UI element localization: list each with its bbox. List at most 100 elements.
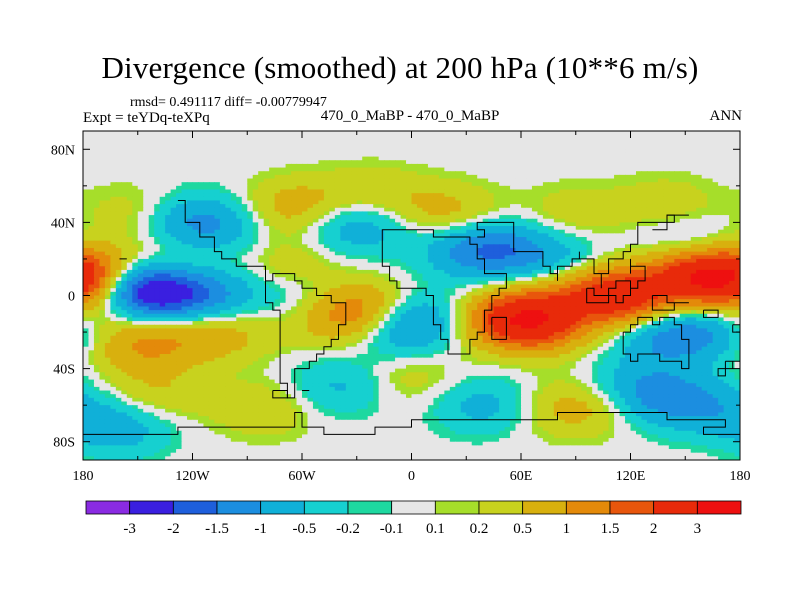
field-cell (318, 211, 325, 216)
field-cell (499, 277, 506, 282)
field-cell (154, 233, 161, 238)
field-cell (553, 163, 560, 169)
field-cell (197, 182, 205, 187)
field-cell (455, 185, 462, 191)
field-cell (460, 269, 467, 275)
field-cell (351, 149, 358, 154)
field-cell (477, 211, 484, 216)
field-cell (625, 255, 632, 260)
field-cell (723, 145, 730, 150)
field-cell (614, 196, 621, 202)
field-cell (504, 218, 511, 223)
field-cell (274, 182, 281, 187)
field-cell (614, 244, 621, 249)
field-cell (564, 204, 571, 209)
field-cell (389, 182, 396, 187)
field-cell (471, 160, 478, 165)
field-cell (214, 149, 221, 154)
field-cell (154, 160, 161, 165)
field-cell (345, 171, 352, 176)
field-cell (586, 247, 593, 253)
field-cell (329, 196, 336, 202)
season-label: ANN (709, 108, 743, 124)
field-cell (400, 247, 407, 253)
field-cell (143, 145, 150, 150)
field-cell (219, 258, 226, 264)
field-cell (668, 277, 675, 282)
field-cell (115, 237, 122, 242)
field-cell (121, 174, 128, 180)
field-cell (395, 258, 402, 264)
field-cell (93, 138, 101, 143)
field-cell (110, 196, 117, 202)
field-cell (296, 258, 303, 264)
field-cell (115, 174, 122, 180)
field-cell (236, 247, 243, 253)
field-cell (307, 222, 314, 227)
field-cell (291, 145, 298, 150)
field-cell (252, 152, 259, 158)
field-cell (729, 277, 736, 282)
field-cell (690, 277, 697, 282)
field-cell (291, 233, 298, 238)
field-cell (531, 174, 539, 180)
field-cell (208, 138, 215, 143)
field-cell (586, 244, 593, 249)
field-cell (165, 193, 172, 198)
field-cell (504, 277, 511, 282)
field-cell (586, 226, 593, 231)
field-cell (252, 240, 259, 245)
field-cell (104, 237, 111, 242)
field-cell (400, 218, 407, 223)
field-cell (488, 193, 495, 198)
field-cell (433, 134, 440, 139)
field-cell (214, 211, 221, 216)
field-cell (285, 240, 292, 245)
field-cell (537, 211, 544, 216)
field-cell (121, 200, 128, 205)
field-cell (685, 222, 692, 227)
field-cell (570, 138, 577, 143)
field-cell (614, 141, 621, 147)
field-cell (564, 240, 571, 245)
field-cell (630, 273, 637, 278)
field-cell (263, 237, 270, 242)
field-cell (603, 229, 610, 234)
field-cell (466, 178, 473, 183)
field-cell (88, 218, 95, 223)
field-cell (729, 167, 736, 172)
field-cell (471, 251, 478, 256)
field-cell (630, 262, 637, 267)
field-cell (406, 211, 413, 216)
field-cell (575, 266, 582, 271)
field-cell (712, 258, 719, 264)
field-cell (340, 240, 347, 245)
field-cell (581, 204, 588, 209)
field-cell (143, 131, 150, 136)
field-cell (296, 145, 303, 150)
field-cell (104, 189, 111, 194)
field-cell (378, 229, 385, 234)
field-cell (203, 196, 210, 202)
field-cell (521, 185, 528, 191)
field-cell (438, 200, 445, 205)
field-cell (548, 145, 555, 150)
field-cell (548, 240, 555, 245)
field-cell (132, 277, 139, 282)
field-cell (104, 134, 111, 139)
field-cell (252, 233, 259, 238)
field-cell (395, 156, 402, 161)
field-cell (521, 174, 528, 180)
field-cell (663, 152, 670, 158)
field-cell (219, 237, 226, 242)
field-cell (165, 196, 172, 202)
field-cell (690, 134, 697, 139)
field-cell (515, 134, 522, 139)
field-cell (197, 131, 205, 136)
field-cell (723, 262, 730, 267)
field-cell (701, 182, 708, 187)
field-cell (126, 178, 133, 183)
field-cell (296, 207, 303, 213)
field-cell (104, 196, 111, 202)
field-cell (504, 204, 511, 209)
